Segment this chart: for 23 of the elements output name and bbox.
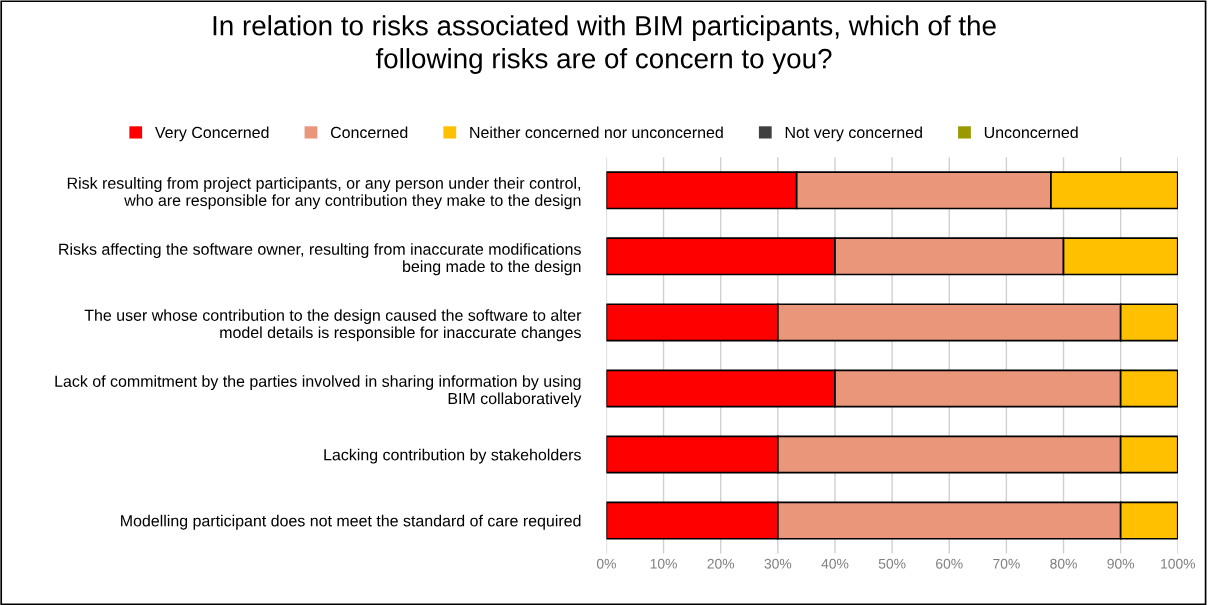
y-tick-label: Lacking contribution by stakeholders xyxy=(324,448,581,464)
x-tick-label: 0% xyxy=(596,558,616,569)
x-tick-label: 40% xyxy=(821,558,849,569)
x-tick-label: 60% xyxy=(936,558,963,569)
x-tick-label: 30% xyxy=(764,558,792,569)
x-tick-label: 10% xyxy=(650,558,677,569)
y-tick-label: Risks affecting the software owner, resulting from inaccurate modifications being made to the design xyxy=(59,243,581,276)
legend-label: Not very concerned xyxy=(785,126,922,142)
x-tick-label: 100% xyxy=(1161,558,1196,569)
legend-label: Concerned xyxy=(330,126,408,139)
x-tick-label: 70% xyxy=(993,558,1020,569)
y-tick-label: Lack of commitment by the parties involved in sharing information by using BIM collaboratively xyxy=(55,375,582,408)
chart-title: In relation to risks associated with BIM participants, which of the following risks are of concern to you? xyxy=(213,15,996,74)
legend-label: Unconcerned xyxy=(984,126,1078,139)
x-tick-label: 20% xyxy=(707,558,735,569)
y-tick-label: The user whose contribution to the design caused the software to alter model details is responsible for inaccurate changes xyxy=(84,309,582,342)
y-tick-label: Risk resulting from project participants, or any person under their control, who are responsible for any contribution they make to the design xyxy=(67,177,581,210)
x-tick-label: 80% xyxy=(1050,558,1077,569)
legend-label: Neither concerned nor unconcerned xyxy=(470,126,723,139)
legend-label: Very Concerned xyxy=(154,126,269,142)
x-tick-label: 90% xyxy=(1107,558,1135,569)
y-tick-label: Modelling participant does not meet the standard of care required xyxy=(121,514,581,530)
x-tick-label: 50% xyxy=(878,558,906,569)
